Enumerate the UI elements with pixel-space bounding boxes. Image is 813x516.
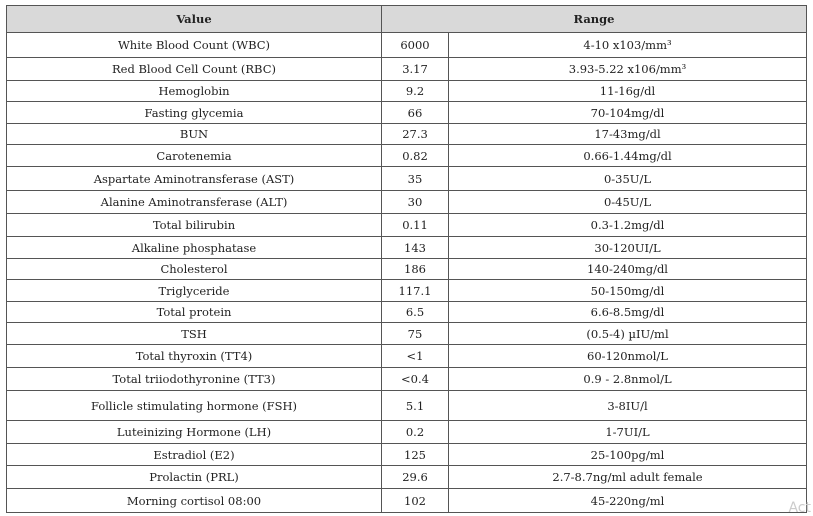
table-row: Fasting glycemia 66 70-104mg/dl	[6, 101, 807, 124]
table-row: Estradiol (E2) 125 25-100pg/ml	[6, 443, 807, 466]
test-value: 9.2	[381, 80, 449, 102]
test-name: Alanine Aminotransferase (ALT)	[6, 190, 382, 214]
table-row: Aspartate Aminotransferase (AST) 35 0-35U/…	[6, 166, 807, 191]
reference-range: 0.9 - 2.8nmol/L	[448, 367, 807, 391]
watermark: Act	[788, 500, 811, 516]
test-name: Total thyroxin (TT4)	[6, 344, 382, 368]
test-value: 0.2	[381, 420, 449, 444]
test-value: 102	[381, 488, 449, 513]
test-value: <1	[381, 344, 449, 368]
table-row: Morning cortisol 08:00 102 45-220ng/ml	[6, 488, 807, 513]
table-row: Follicle stimulating hormone (FSH) 5.1 3-8…	[6, 390, 807, 421]
table-row: TSH 75 (0.5-4) µIU/ml	[6, 322, 807, 345]
test-value: 30	[381, 190, 449, 214]
test-name: Total bilirubin	[6, 213, 382, 237]
test-name: TSH	[6, 322, 382, 345]
test-name: Red Blood Cell Count (RBC)	[6, 57, 382, 81]
reference-range: 17-43mg/dl	[448, 123, 807, 145]
reference-range: 70-104mg/dl	[448, 101, 807, 124]
test-name: Triglyceride	[6, 279, 382, 302]
test-name: Aspartate Aminotransferase (AST)	[6, 166, 382, 191]
test-name: Alkaline phosphatase	[6, 236, 382, 259]
table-row: Total triiodothyronine (TT3) <0.4 0.9 - 2.…	[6, 367, 807, 391]
test-value: 27.3	[381, 123, 449, 145]
test-name: Total protein	[6, 301, 382, 323]
test-value: 6000	[381, 32, 449, 58]
test-value: 117.1	[381, 279, 449, 302]
reference-range: 0-45U/L	[448, 190, 807, 214]
reference-range: (0.5-4) µIU/ml	[448, 322, 807, 345]
reference-range: 6.6-8.5mg/dl	[448, 301, 807, 323]
table-row: Carotenemia 0.82 0.66-1.44mg/dl	[6, 144, 807, 167]
test-value: 5.1	[381, 390, 449, 421]
table-row: BUN 27.3 17-43mg/dl	[6, 123, 807, 145]
test-value: 3.17	[381, 57, 449, 81]
reference-range: 2.7-8.7ng/ml adult female	[448, 465, 807, 489]
test-name: Cholesterol	[6, 258, 382, 280]
table-row: Prolactin (PRL) 29.6 2.7-8.7ng/ml adult fe…	[6, 465, 807, 489]
table-row: Total thyroxin (TT4) <1 60-120nmol/L	[6, 344, 807, 368]
table-row: Alkaline phosphatase 143 30-120UI/L	[6, 236, 807, 259]
test-value: 125	[381, 443, 449, 466]
test-name: White Blood Count (WBC)	[6, 32, 382, 58]
reference-range: 3.93-5.22 x106/mm³	[448, 57, 807, 81]
test-name: Hemoglobin	[6, 80, 382, 102]
test-value: 0.82	[381, 144, 449, 167]
reference-range: 1-7UI/L	[448, 420, 807, 444]
reference-range: 0-35U/L	[448, 166, 807, 191]
reference-range: 60-120nmol/L	[448, 344, 807, 368]
reference-range: 4-10 x103/mm³	[448, 32, 807, 58]
reference-range: 0.3-1.2mg/dl	[448, 213, 807, 237]
header-cell: Value	[6, 5, 382, 33]
table-row: White Blood Count (WBC) 6000 4-10 x103/mm³	[6, 32, 807, 58]
reference-range: 3-8IU/l	[448, 390, 807, 421]
test-value: 66	[381, 101, 449, 124]
test-name: Estradiol (E2)	[6, 443, 382, 466]
test-value: 29.6	[381, 465, 449, 489]
table-row: Alanine Aminotransferase (ALT) 30 0-45U/L	[6, 190, 807, 214]
test-name: Fasting glycemia	[6, 101, 382, 124]
test-value: 143	[381, 236, 449, 259]
test-value: 35	[381, 166, 449, 191]
test-name: BUN	[6, 123, 382, 145]
table-body: White Blood Count (WBC) 6000 4-10 x103/mm³…	[6, 32, 807, 513]
reference-range: 45-220ng/ml	[448, 488, 807, 513]
header-row: Value Range	[6, 5, 807, 33]
test-name: Luteinizing Hormone (LH)	[6, 420, 382, 444]
table-row: Luteinizing Hormone (LH) 0.2 1-7UI/L	[6, 420, 807, 444]
reference-range: 0.66-1.44mg/dl	[448, 144, 807, 167]
table-row: Hemoglobin 9.2 11-16g/dl	[6, 80, 807, 102]
reference-range: 11-16g/dl	[448, 80, 807, 102]
reference-range: 30-120UI/L	[448, 236, 807, 259]
header-cell: Range	[381, 5, 807, 33]
table-row: Total bilirubin 0.11 0.3-1.2mg/dl	[6, 213, 807, 237]
table-row: Cholesterol 186 140-240mg/dl	[6, 258, 807, 280]
reference-range: 25-100pg/ml	[448, 443, 807, 466]
test-value: 6.5	[381, 301, 449, 323]
test-name: Morning cortisol 08:00	[6, 488, 382, 513]
test-value: <0.4	[381, 367, 449, 391]
test-value: 186	[381, 258, 449, 280]
table-row: Red Blood Cell Count (RBC) 3.17 3.93-5.22 …	[6, 57, 807, 81]
test-name: Prolactin (PRL)	[6, 465, 382, 489]
test-name: Carotenemia	[6, 144, 382, 167]
table-row: Triglyceride 117.1 50-150mg/dl	[6, 279, 807, 302]
test-value: 75	[381, 322, 449, 345]
reference-range: 140-240mg/dl	[448, 258, 807, 280]
reference-range: 50-150mg/dl	[448, 279, 807, 302]
test-name: Total triiodothyronine (TT3)	[6, 367, 382, 391]
test-value: 0.11	[381, 213, 449, 237]
lab-table: Value Range White Blood Count (WBC) 6000 4…	[6, 5, 807, 513]
test-name: Follicle stimulating hormone (FSH)	[6, 390, 382, 421]
table-row: Total protein 6.5 6.6-8.5mg/dl	[6, 301, 807, 323]
